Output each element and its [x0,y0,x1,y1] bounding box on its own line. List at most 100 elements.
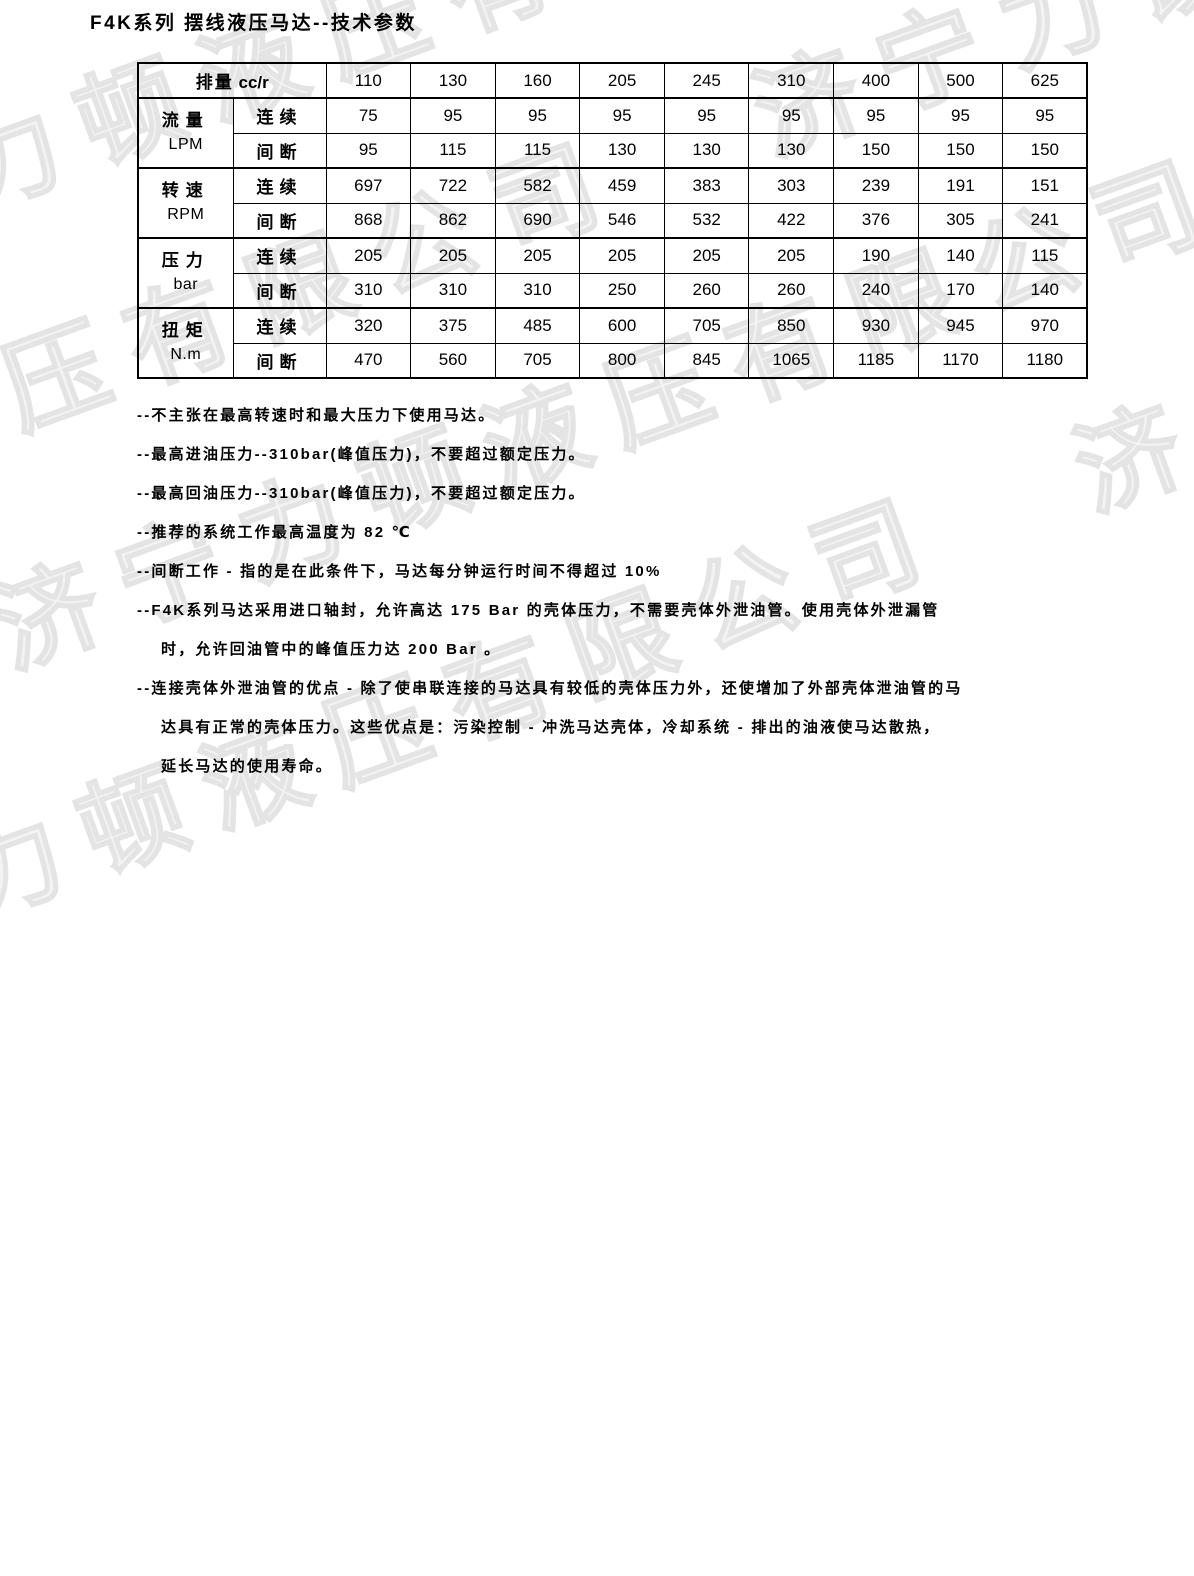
note-line: --不主张在最高转速时和最大压力下使用马达。 [137,407,496,424]
note-line: --间断工作 - 指的是在此条件下，马达每分钟运行时间不得超过 10% [137,563,662,580]
table-cell: 205 [325,237,412,274]
table-row: 转速 RPM 连续 697 722 582 459 383 303 239 19… [137,167,1088,239]
displacement-value: 400 [833,62,919,99]
table-cell: 800 [579,342,665,379]
table-cell: 191 [917,167,1004,204]
page-title: F4K系列 摆线液压马达--技术参数 [90,13,417,34]
table-cell: 95 [917,97,1004,134]
table-cell: 546 [579,202,665,239]
table-cell: 95 [410,97,496,134]
table-cell: 115 [410,132,496,169]
note-line: --最高进油压力--310bar(峰值压力)，不要超过额定压力。 [137,446,586,463]
mode-label: 间断 [232,342,327,379]
table-cell: 850 [748,307,835,344]
table-cell: 250 [579,272,665,309]
table-cell: 239 [833,167,919,204]
table-cell: 690 [494,202,581,239]
table-cell: 1065 [748,342,835,379]
table-cell: 151 [1002,167,1088,204]
table-cell: 95 [663,97,750,134]
table-cell: 470 [325,342,412,379]
table-row: 扭矩 N.m 连续 320 375 485 600 705 850 930 94… [137,307,1088,379]
table-cell: 240 [833,272,919,309]
table-cell: 310 [410,272,496,309]
table-cell: 376 [833,202,919,239]
table-cell: 705 [663,307,750,344]
note-line: --连接壳体外泄油管的优点 - 除了使串联连接的马达具有较低的壳体压力外，还使增… [137,680,963,697]
group-label-pressure: 压力 bar [137,237,234,309]
mode-label: 连续 [232,237,327,274]
displacement-value: 310 [748,62,835,99]
displacement-value: 625 [1002,62,1088,99]
table-cell: 95 [494,97,581,134]
table-cell: 95 [579,97,665,134]
table-cell: 130 [579,132,665,169]
note-line: 达具有正常的壳体压力。这些优点是：污染控制 - 冲洗马达壳体，冷却系统 - 排出… [161,719,941,736]
note-line: 时，允许回油管中的峰值压力达 200 Bar 。 [161,641,502,658]
table-cell: 422 [748,202,835,239]
table-cell: 375 [410,307,496,344]
table-cell: 600 [579,307,665,344]
notes-section: --不主张在最高转速时和最大压力下使用马达。 --最高进油压力--310bar(… [137,396,1137,786]
table-cell: 95 [1002,97,1088,134]
group-label-torque: 扭矩 N.m [137,307,234,379]
table-cell: 970 [1002,307,1088,344]
displacement-header-cell: 排量 cc/r [137,62,327,99]
table-cell: 260 [663,272,750,309]
table-cell: 320 [325,307,412,344]
displacement-value: 205 [579,62,665,99]
table-cell: 722 [410,167,496,204]
table-cell: 945 [917,307,1004,344]
table-cell: 260 [748,272,835,309]
table-cell: 130 [663,132,750,169]
table-cell: 930 [833,307,919,344]
mode-label: 间断 [232,132,327,169]
table-cell: 310 [494,272,581,309]
mode-label: 连续 [232,167,327,204]
displacement-value: 245 [663,62,750,99]
group-label-speed: 转速 RPM [137,167,234,239]
note-line: --推荐的系统工作最高温度为 82 ℃ [137,524,412,541]
displacement-value: 160 [494,62,581,99]
table-cell: 310 [325,272,412,309]
table-cell: 705 [494,342,581,379]
spec-table: 排量 cc/r 110 130 160 205 245 310 400 500 … [137,62,1089,379]
note-line: --F4K系列马达采用进口轴封，允许高达 175 Bar 的壳体压力，不需要壳体… [137,602,940,619]
table-row: 间断 95 115 115 130 130 130 150 150 150 [138,132,1088,169]
table-cell: 868 [325,202,412,239]
table-cell: 459 [579,167,665,204]
table-cell: 75 [325,97,412,134]
table-cell: 140 [1002,272,1088,309]
note-line: --最高回油压力--310bar(峰值压力)，不要超过额定压力。 [137,485,586,502]
note-line: 延长马达的使用寿命。 [161,758,334,775]
table-cell: 862 [410,202,496,239]
table-cell: 303 [748,167,835,204]
table-cell: 582 [494,167,581,204]
mode-label: 间断 [232,202,327,239]
displacement-value: 130 [410,62,496,99]
table-cell: 150 [1002,132,1088,169]
table-cell: 190 [833,237,919,274]
table-row: 间断 310 310 310 250 260 260 240 170 140 [138,272,1088,309]
table-cell: 1180 [1002,342,1088,379]
displacement-value: 500 [917,62,1004,99]
table-cell: 140 [917,237,1004,274]
mode-label: 连续 [232,97,327,134]
table-cell: 95 [748,97,835,134]
table-cell: 205 [748,237,835,274]
table-cell: 1170 [917,342,1004,379]
table-cell: 150 [917,132,1004,169]
group-label-flow: 流量 LPM [137,97,234,169]
table-cell: 205 [410,237,496,274]
table-cell: 115 [1002,237,1088,274]
table-row: 流量 LPM 连续 75 95 95 95 95 95 95 95 95 [137,97,1088,169]
table-cell: 95 [833,97,919,134]
table-cell: 241 [1002,202,1088,239]
table-cell: 205 [663,237,750,274]
mode-label: 连续 [232,307,327,344]
table-cell: 697 [325,167,412,204]
table-cell: 383 [663,167,750,204]
table-row: 间断 868 862 690 546 532 422 376 305 241 [138,202,1088,239]
table-header-row: 排量 cc/r 110 130 160 205 245 310 400 500 … [137,62,1088,99]
table-cell: 532 [663,202,750,239]
